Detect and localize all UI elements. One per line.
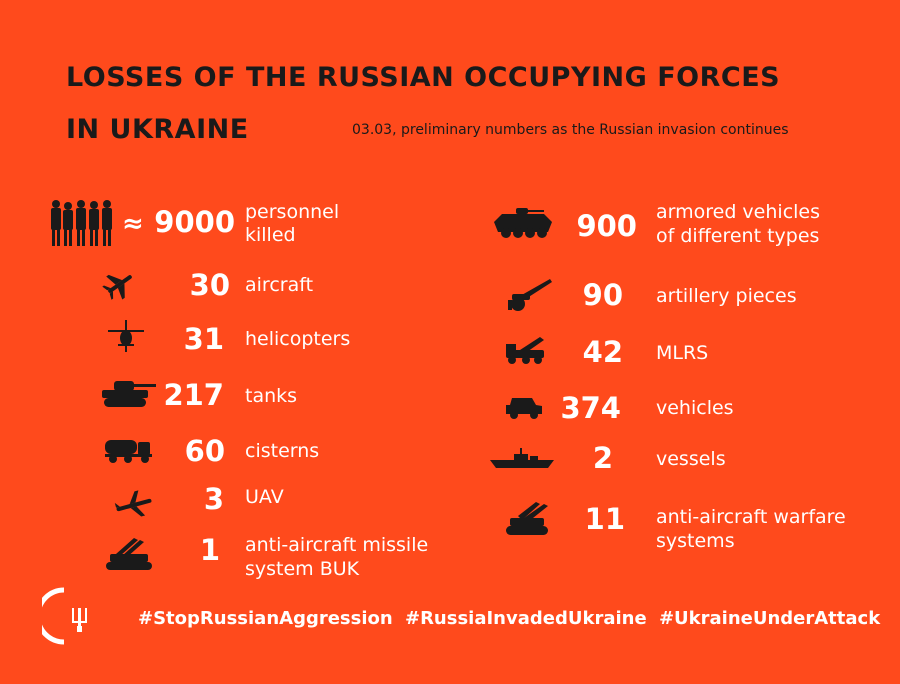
- tanks-count: 217: [163, 378, 224, 412]
- buk-label-1: anti-aircraft missile: [245, 534, 429, 556]
- hashtag-stop-russian-aggression[interactable]: #StopRussianAggression: [138, 608, 393, 629]
- jeep-icon: [504, 394, 544, 420]
- personnel-count: 9000: [154, 205, 235, 239]
- vessels-label: vessels: [656, 448, 726, 470]
- hashtag-ukraine-under-attack[interactable]: #UkraineUnderAttack: [658, 608, 881, 629]
- cisterns-count: 60: [184, 434, 225, 468]
- cisterns-label: cisterns: [245, 440, 320, 462]
- ukraine-trident-logo-icon: [42, 586, 102, 646]
- tank-icon: [100, 375, 158, 409]
- drone-icon: [112, 490, 156, 520]
- aircraft-label: aircraft: [245, 274, 314, 296]
- mlrs-icon: [504, 336, 548, 366]
- personnel-label-2: killed: [245, 224, 296, 246]
- helicopters-count: 31: [183, 322, 224, 356]
- title-line-2: IN UKRAINE: [66, 114, 249, 145]
- warship-icon: [490, 446, 554, 470]
- armored-vehicles-label-1: armored vehicles: [656, 201, 821, 223]
- mlrs-count: 42: [582, 335, 623, 369]
- title-line-1: LOSSES OF THE RUSSIAN OCCUPYING FORCES: [66, 62, 781, 93]
- artillery-label: artillery pieces: [656, 285, 797, 307]
- hashtag-russia-invaded-ukraine[interactable]: #RussiaInvadedUkraine: [404, 608, 647, 629]
- mlrs-label: MLRS: [656, 342, 709, 364]
- anti-aircraft-count: 11: [584, 502, 625, 536]
- approx-symbol: ≈: [122, 209, 144, 239]
- armored-vehicles-count: 900: [576, 209, 637, 243]
- aircraft-count: 30: [189, 268, 230, 302]
- uav-count: 3: [203, 482, 224, 516]
- vessels-count: 2: [592, 441, 613, 475]
- vehicles-count: 374: [560, 391, 621, 425]
- hashtags-footer: #StopRussianAggression #RussiaInvadedUkr…: [138, 608, 886, 629]
- buk-label-2: system BUK: [245, 558, 360, 580]
- personnel-label-1: personnel: [245, 201, 340, 223]
- subtitle: 03.03, preliminary numbers as the Russia…: [352, 122, 789, 138]
- vehicles-label: vehicles: [656, 397, 734, 419]
- soldiers-icon: [48, 198, 120, 248]
- cistern-truck-icon: [104, 436, 154, 464]
- artillery-count: 90: [582, 278, 623, 312]
- uav-label: UAV: [245, 486, 284, 508]
- anti-aircraft-label-1: anti-aircraft warfare: [656, 506, 846, 528]
- missile-launcher-icon: [104, 536, 156, 572]
- airplane-icon: [102, 266, 138, 302]
- artillery-icon: [506, 278, 554, 312]
- buk-count: 1: [199, 533, 220, 567]
- helicopters-label: helicopters: [245, 328, 351, 350]
- tanks-label: tanks: [245, 385, 298, 407]
- anti-aircraft-label-2: systems: [656, 530, 735, 552]
- armored-vehicle-icon: [492, 206, 554, 240]
- armored-vehicles-label-2: of different types: [656, 225, 820, 247]
- anti-aircraft-icon: [504, 500, 554, 538]
- helicopter-icon: [106, 318, 146, 354]
